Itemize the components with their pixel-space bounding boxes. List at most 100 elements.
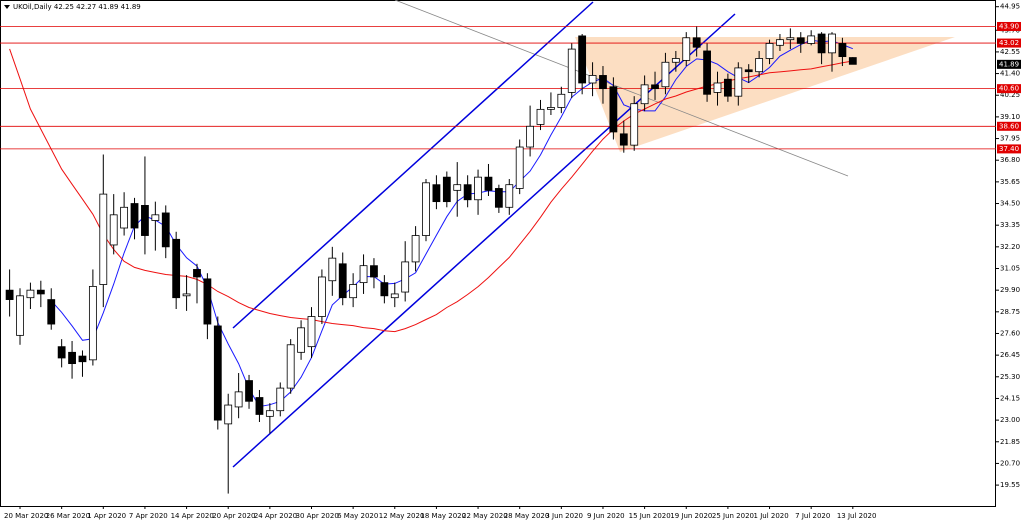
channel-upper (232, 1, 594, 329)
candle-body (588, 75, 597, 84)
candle-body (640, 84, 649, 105)
candle-body (505, 184, 514, 208)
y-tick-label: 19.55 (1000, 481, 1020, 489)
x-tick-label: 28 May 2020 (504, 512, 550, 520)
candle-body (442, 176, 451, 203)
candle-body (661, 61, 670, 88)
candle-body (224, 404, 233, 425)
candle-body (151, 214, 160, 221)
candle-body (609, 86, 618, 133)
level-tag (997, 144, 1021, 154)
candle-body (432, 184, 441, 203)
y-tick-label: 26.45 (1000, 351, 1020, 359)
x-tick-label: 12 May 2020 (379, 512, 425, 520)
candle-body (599, 75, 607, 90)
candle-body (723, 78, 732, 97)
x-tick-label: 18 May 2020 (420, 512, 466, 520)
level-tag (997, 121, 1021, 131)
candle-body (578, 35, 587, 84)
candle-body (16, 295, 24, 336)
level-tag (997, 38, 1021, 48)
candle-body (557, 93, 566, 108)
candle-body (453, 184, 462, 191)
y-tick-label: 20.70 (1000, 459, 1020, 467)
y-tick-label: 33.35 (1000, 221, 1020, 229)
candle-body (338, 263, 347, 299)
candle-body (130, 203, 139, 229)
candle-body (349, 284, 358, 299)
candle-body (651, 84, 659, 90)
candle-body (755, 58, 764, 73)
candle-body (765, 43, 774, 59)
candle-body (713, 82, 722, 93)
x-tick-label: 14 Apr 2020 (171, 512, 214, 520)
candle-body (536, 108, 545, 125)
candle-body (796, 37, 805, 44)
x-tick-label: 20 Apr 2020 (212, 512, 255, 520)
level-label: 43.90 (999, 22, 1019, 30)
candle-body (213, 325, 222, 421)
level-label: 37.40 (999, 145, 1019, 153)
x-tick-label: 9 Jun 2020 (587, 512, 625, 520)
trend-line (394, 0, 849, 177)
level-label: 38.60 (999, 122, 1019, 130)
candle-body (99, 193, 108, 285)
candle-body (682, 37, 691, 61)
level-tag (997, 84, 1021, 94)
candle-body (245, 380, 253, 402)
y-tick-label: 39.10 (1000, 113, 1020, 121)
y-tick-label: 32.20 (1000, 243, 1020, 251)
chart-title: UKOil,Daily 42.25 42.27 41.89 41.89 (13, 3, 141, 11)
candle-body (734, 67, 743, 97)
x-tick-label: 15 Jun 2020 (629, 512, 671, 520)
candle-body (161, 212, 170, 248)
candle-body (88, 285, 97, 361)
y-tick-label: 29.90 (1000, 286, 1020, 294)
candle-body (786, 37, 795, 41)
candle-body (411, 235, 420, 263)
candle-body (547, 107, 555, 110)
y-tick-label: 28.75 (1000, 308, 1020, 316)
candle-body (744, 69, 753, 73)
x-tick-label: 22 May 2020 (462, 512, 508, 520)
moving-average (9, 48, 853, 333)
candle-body (692, 37, 701, 48)
x-tick-label: 7 Apr 2020 (129, 512, 168, 520)
x-tick-label: 20 Mar 2020 (4, 512, 48, 520)
y-tick-label: 34.50 (1000, 200, 1020, 208)
candle-body (68, 351, 76, 365)
candle-body (36, 289, 45, 295)
x-tick-label: 3 Jun 2020 (545, 512, 583, 520)
candle-body (515, 146, 524, 189)
candle-body (484, 176, 493, 191)
y-tick-label: 27.60 (1000, 329, 1020, 337)
level-label: 40.60 (999, 85, 1019, 93)
candle-body (47, 299, 56, 325)
candle-body (526, 125, 535, 148)
candle-body (57, 346, 66, 359)
x-tick-label: 30 Apr 2020 (295, 512, 338, 520)
candle-body (463, 184, 472, 201)
candle-body (307, 316, 316, 348)
y-tick-label: 40.25 (1000, 91, 1020, 99)
candle-body (422, 182, 430, 236)
candle-body (172, 238, 181, 299)
candle-body (619, 133, 628, 146)
candle-body (567, 48, 576, 93)
candle-body (318, 276, 326, 317)
candle-body (120, 206, 129, 229)
y-tick-label: 41.40 (1000, 70, 1020, 78)
candle-body (359, 265, 368, 284)
x-tick-label: 24 Apr 2020 (254, 512, 297, 520)
candle-body (817, 33, 826, 54)
y-tick-label: 36.80 (1000, 156, 1020, 164)
last-price-label: 41.89 (999, 60, 1019, 68)
level-label: 43.02 (999, 39, 1019, 47)
candle-body (474, 176, 482, 201)
moving-average (50, 39, 853, 408)
candle-body (390, 293, 399, 299)
candle-body (776, 39, 784, 46)
candle-body (828, 33, 836, 54)
level-tag (997, 21, 1021, 31)
